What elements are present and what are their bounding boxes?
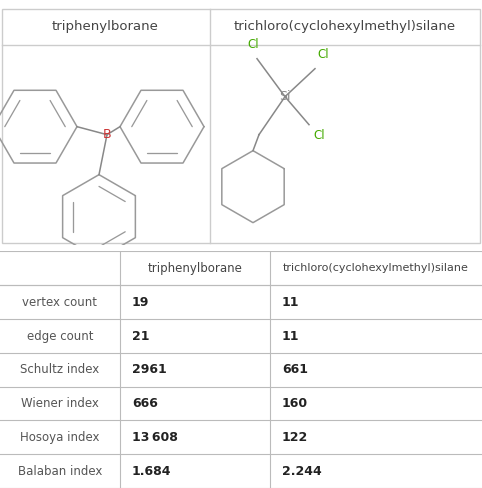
Text: Hosoya index: Hosoya index bbox=[20, 431, 100, 444]
Text: Cl: Cl bbox=[247, 38, 259, 51]
Text: Wiener index: Wiener index bbox=[21, 397, 99, 410]
Text: 11: 11 bbox=[282, 296, 299, 309]
Text: Schultz index: Schultz index bbox=[20, 364, 100, 376]
Text: Si: Si bbox=[279, 90, 291, 103]
Text: triphenylborane: triphenylborane bbox=[147, 262, 242, 275]
Text: 122: 122 bbox=[282, 431, 308, 444]
Text: 160: 160 bbox=[282, 397, 308, 410]
Text: Cl: Cl bbox=[313, 129, 325, 142]
Text: 666: 666 bbox=[132, 397, 158, 410]
Text: 2961: 2961 bbox=[132, 364, 167, 376]
Text: 661: 661 bbox=[282, 364, 308, 376]
Text: 13 608: 13 608 bbox=[132, 431, 178, 444]
Text: triphenylborane: triphenylborane bbox=[52, 20, 159, 33]
Text: trichloro(cyclohexylmethyl)silane: trichloro(cyclohexylmethyl)silane bbox=[283, 264, 469, 273]
Text: B: B bbox=[103, 128, 111, 141]
Text: 19: 19 bbox=[132, 296, 149, 309]
Text: 1.684: 1.684 bbox=[132, 465, 172, 478]
Text: edge count: edge count bbox=[27, 329, 93, 343]
Text: Cl: Cl bbox=[317, 48, 329, 61]
Text: vertex count: vertex count bbox=[23, 296, 97, 309]
Text: 2.244: 2.244 bbox=[282, 465, 322, 478]
Text: 11: 11 bbox=[282, 329, 299, 343]
Text: Balaban index: Balaban index bbox=[18, 465, 102, 478]
Text: trichloro(cyclohexylmethyl)silane: trichloro(cyclohexylmethyl)silane bbox=[234, 20, 456, 33]
Text: 21: 21 bbox=[132, 329, 149, 343]
